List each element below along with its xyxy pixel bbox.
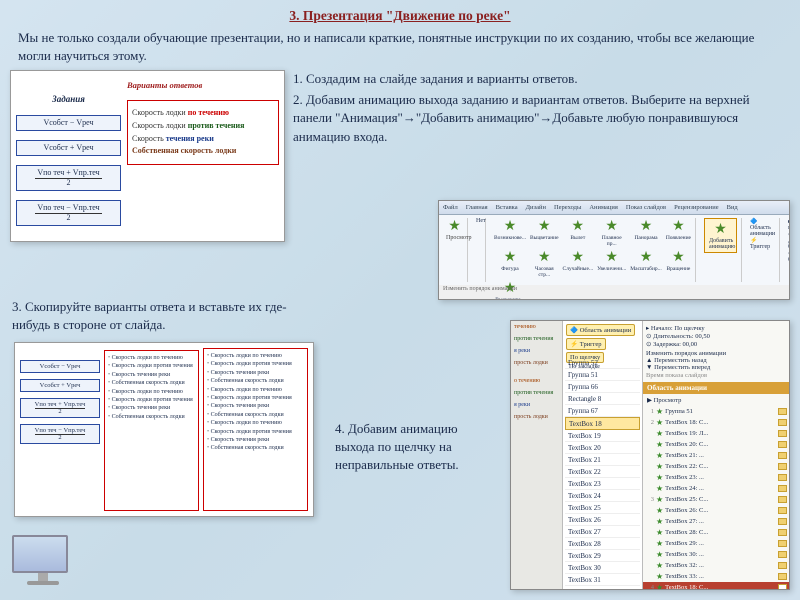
area-anim-pill[interactable]: 🔷 Область анимации: [566, 324, 635, 336]
screenshot-animation-pane: течению против течения я реки прость лод…: [510, 320, 790, 590]
add-animation-button[interactable]: ★Добавить анимацию: [704, 218, 737, 253]
step-3: 3. Скопируйте варианты ответа и вставьте…: [12, 298, 322, 333]
monitor-icon: [12, 535, 74, 590]
formula-4: Vпо теч − Vпр.теч2: [16, 200, 121, 226]
step-4: 4. Добавим анимацию выхода по щелчку на …: [335, 420, 500, 475]
formula-2: Vсобст + Vреч: [16, 140, 121, 156]
screenshot-slide-tasks: Задания Vсобст − Vреч Vсобст + Vреч Vпо …: [10, 70, 285, 242]
formula-3: Vпо теч + Vпр.теч2: [16, 165, 121, 191]
screenshot-ribbon: ФайлГлавнаяВставкаДизайнПереходыАнимация…: [438, 200, 790, 300]
tasks-header: Задания: [16, 94, 121, 104]
trigger-pill[interactable]: ⚡ Триггер: [566, 338, 606, 350]
animation-list[interactable]: 1★Группа 512★TextBox 18: С...★TextBox 19…: [643, 406, 789, 590]
anim-pane-title: Область анимации: [643, 382, 789, 394]
formula-1: Vсобст − Vреч: [16, 115, 121, 131]
answers-box: Скорость лодки по течениюСкорость лодки …: [127, 100, 279, 165]
answers-header: Варианты ответов: [127, 80, 279, 90]
step-1: 1. Создадим на слайде задания и варианты…: [293, 70, 790, 88]
page-title: 3. Презентация "Движение по реке": [0, 0, 800, 27]
trigger-object-list[interactable]: Группа 52Группа 51Группа 66Rectangle 8Гр…: [563, 355, 642, 590]
step-2: 2. Добавим анимацию выхода заданию и вар…: [293, 91, 790, 146]
intro-text: Мы не только создали обучающие презентац…: [0, 27, 800, 70]
screenshot-copy-answers: Vсобст − VречVсобст + VречVпо теч + Vпр.…: [14, 342, 314, 517]
